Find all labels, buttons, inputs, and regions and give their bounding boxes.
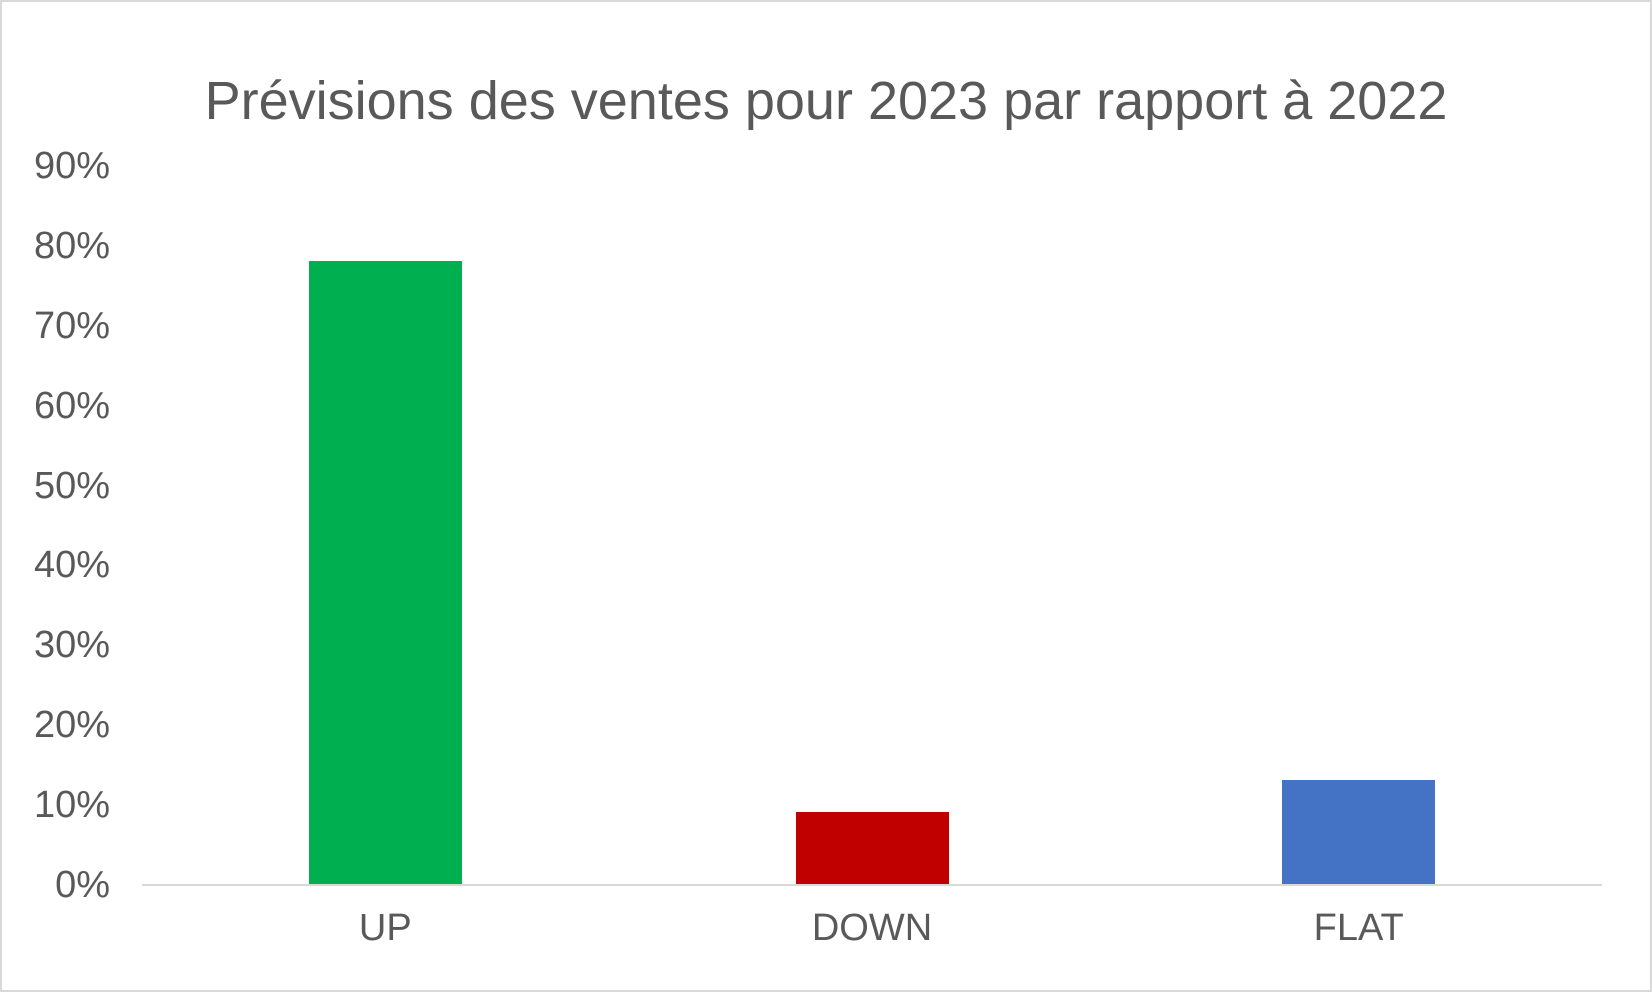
y-axis-tick-label: 90% — [33, 145, 110, 187]
y-axis-tick-label: 20% — [33, 704, 110, 747]
y-axis-tick-label: 10% — [33, 784, 110, 827]
x-axis-category-label: DOWN — [811, 907, 933, 949]
y-axis-tick-label: 70% — [33, 304, 110, 347]
y-axis-tick-label: 0% — [55, 864, 110, 906]
y-axis-tick-label: 50% — [33, 464, 110, 507]
y-axis-tick-label: 60% — [33, 384, 110, 427]
bar-flat — [1282, 780, 1436, 884]
x-axis-line — [142, 884, 1602, 886]
bar-up — [308, 260, 462, 884]
bar-down — [795, 812, 949, 884]
y-axis-tick-label: 40% — [33, 544, 110, 587]
y-axis-tick-label: 30% — [33, 624, 110, 667]
x-axis-category-label: UP — [358, 907, 412, 949]
x-axis-category-label: FLAT — [1313, 907, 1404, 949]
y-axis-tick-label: 80% — [33, 224, 110, 267]
chart-title: Prévisions des ventes pour 2023 par rapp… — [204, 71, 1448, 131]
